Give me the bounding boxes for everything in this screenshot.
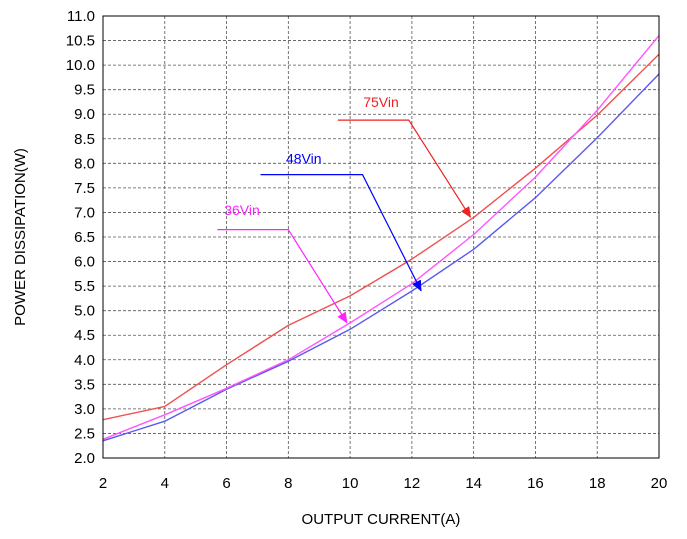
- x-tick-label: 6: [222, 475, 230, 492]
- annotation-leader-2: [260, 174, 422, 292]
- y-tick-label: 2.0: [74, 450, 95, 467]
- annotation-arrowhead-3: [337, 311, 348, 324]
- y-tick-label: 10.5: [66, 33, 95, 50]
- x-tick-label: 18: [589, 475, 606, 492]
- x-tick-label: 10: [342, 475, 359, 492]
- y-tick-label: 6.0: [74, 254, 95, 271]
- y-tick-label: 3.0: [74, 401, 95, 418]
- y-tick-label: 7.5: [74, 180, 95, 197]
- x-tick-label: 20: [651, 475, 668, 492]
- y-tick-label: 5.0: [74, 303, 95, 320]
- y-tick-label: 7.0: [74, 204, 95, 221]
- x-tick-label: 8: [284, 475, 292, 492]
- plot-frame: [102, 15, 660, 459]
- y-tick-label: 4.5: [74, 327, 95, 344]
- annotation-label-2: 48Vin: [286, 150, 322, 166]
- x-axis-title: OUTPUT CURRENT(A): [302, 511, 461, 528]
- annotations: 75Vin 48Vin 36Vin: [217, 94, 472, 324]
- grid: [103, 16, 659, 458]
- annotation-arrowhead-1: [460, 206, 471, 218]
- x-tick-label: 16: [527, 475, 544, 492]
- y-tick-label: 9.0: [74, 106, 95, 123]
- y-tick-label: 9.5: [74, 82, 95, 99]
- y-tick-label: 5.5: [74, 278, 95, 295]
- series-line-3: [102, 35, 660, 440]
- annotation-label-3: 36Vin: [224, 202, 260, 218]
- y-tick-label: 8.5: [74, 131, 95, 148]
- y-tick-label: 11.0: [67, 8, 95, 25]
- y-tick-label: 3.5: [74, 376, 95, 393]
- annotation-leader-1: [337, 119, 472, 218]
- series-line-2: [102, 73, 660, 442]
- y-tick-labels: 2.0 2.5 3.0 3.5 4.0 4.5 5.0 5.5 6.0 6.5 7.0 7.5 8.0 8…: [66, 8, 95, 467]
- x-tick-label: 14: [465, 475, 482, 492]
- y-tick-label: 2.5: [74, 425, 95, 442]
- y-tick-label: 6.5: [74, 229, 95, 246]
- annotation-label-1: 75Vin: [363, 94, 399, 110]
- x-tick-labels: 2 4 6 8 10 12 14 16 18 20: [99, 475, 668, 492]
- x-tick-label: 12: [404, 475, 421, 492]
- annotation-leader-3: [217, 229, 348, 324]
- y-tick-label: 4.0: [74, 352, 95, 369]
- y-tick-label: 10.0: [66, 57, 95, 74]
- x-tick-label: 4: [161, 475, 169, 492]
- y-axis-title: POWER DISSIPATION(W): [12, 148, 29, 326]
- y-tick-label: 8.0: [74, 155, 95, 172]
- series-line-1: [102, 53, 660, 421]
- x-tick-label: 2: [99, 475, 107, 492]
- series-lines: [102, 35, 660, 442]
- annotation-arrowhead-2: [412, 279, 422, 292]
